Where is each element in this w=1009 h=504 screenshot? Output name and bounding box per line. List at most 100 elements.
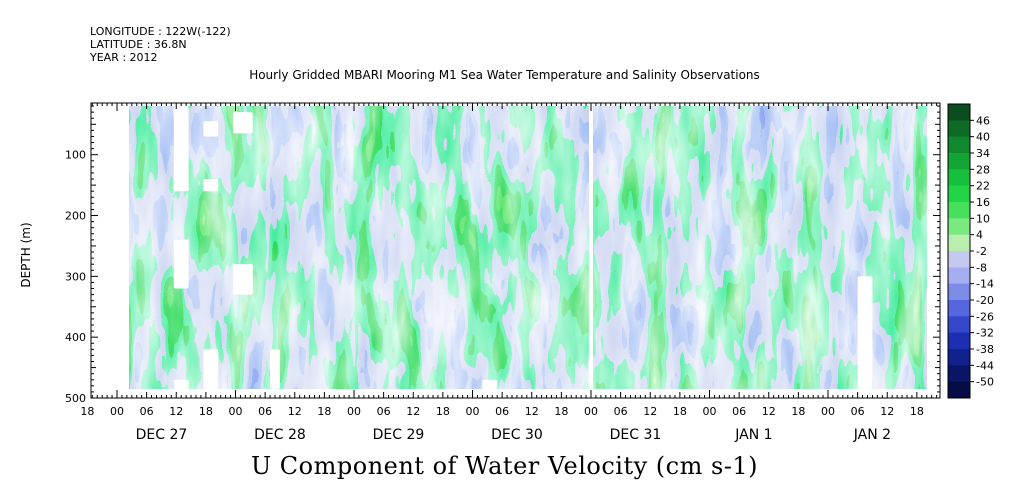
x-tick-label: 00: [584, 405, 598, 418]
x-tick-label: 06: [732, 405, 746, 418]
data-gap-2: [173, 239, 189, 289]
colorbar-swatch: [948, 283, 970, 301]
colorbar-swatch: [948, 316, 970, 334]
y-tick-label: 100: [65, 149, 86, 162]
longitude-label: LONGITUDE : 122W(-122): [90, 25, 231, 38]
data-gap-1: [173, 106, 189, 192]
data-gap-3: [173, 379, 189, 389]
x-tick-label: 18: [199, 405, 213, 418]
heatmap-segment-1: [129, 106, 589, 389]
data-gap-10: [482, 379, 498, 389]
day-label: JAN 1: [734, 427, 772, 443]
x-tick-label: 18: [791, 405, 805, 418]
day-label: DEC 28: [254, 427, 306, 443]
year-label: YEAR : 2012: [90, 51, 158, 64]
x-tick-label: 12: [525, 405, 539, 418]
colorbar-swatch: [948, 349, 970, 366]
x-tick-label: 18: [317, 405, 331, 418]
x-tick-label: 00: [703, 405, 717, 418]
x-tick-label: 06: [140, 405, 154, 418]
y-tick-label: 300: [65, 270, 86, 283]
x-tick-label: 06: [495, 405, 509, 418]
x-tick-label: 00: [229, 405, 243, 418]
x-tick-label: 12: [643, 405, 657, 418]
colorbar-swatch: [948, 381, 970, 399]
colorbar-label: -14: [976, 278, 994, 291]
latitude-label: LATITUDE : 36.8N: [90, 38, 187, 51]
colorbar-label: -32: [976, 327, 994, 340]
colorbar-swatch: [948, 267, 970, 285]
colorbar-label: 22: [976, 180, 990, 193]
colorbar-swatch: [948, 300, 970, 317]
data-gap-9: [270, 349, 280, 389]
plot-area: [91, 103, 940, 398]
colorbar-label: 4: [976, 229, 983, 242]
data-gap-5: [203, 179, 219, 192]
colorbar-swatch: [948, 234, 970, 252]
x-tick-label: 12: [880, 405, 894, 418]
colorbar-label: -8: [976, 261, 987, 274]
plot-frame: [90, 102, 941, 399]
colorbar-label: 34: [976, 147, 990, 160]
x-tick-label: 00: [110, 405, 124, 418]
day-label: DEC 30: [491, 427, 543, 443]
colorbar-label: 46: [976, 114, 990, 127]
day-label: DEC 27: [136, 427, 188, 443]
colorbar-swatch: [948, 136, 970, 154]
colorbar-swatch: [948, 120, 970, 138]
x-tick-label: 18: [80, 405, 94, 418]
chart-title: Hourly Gridded MBARI Mooring M1 Sea Wate…: [249, 68, 760, 82]
colorbar-label: 10: [976, 212, 990, 225]
heatmap-segment-2: [593, 106, 927, 389]
colorbar-label: -20: [976, 294, 994, 307]
day-label: DEC 31: [610, 427, 662, 443]
x-tick-label: 06: [614, 405, 628, 418]
x-tick-label: 18: [673, 405, 687, 418]
x-tick-label: 00: [347, 405, 361, 418]
colorbar-swatch: [948, 332, 970, 350]
day-label: JAN 2: [853, 427, 891, 443]
x-tick-label: 06: [377, 405, 391, 418]
colorbar-swatch: [948, 218, 970, 236]
x-tick-label: 18: [554, 405, 568, 418]
day-label: DEC 29: [373, 427, 425, 443]
colorbar-label: -26: [976, 310, 994, 323]
x-tick-label: 00: [466, 405, 480, 418]
colorbar-swatch: [948, 365, 970, 383]
x-tick-label: 12: [169, 405, 183, 418]
colorbar-label: -2: [976, 245, 987, 258]
colorbar-label: 40: [976, 131, 990, 144]
colorbar-swatch: [948, 104, 970, 121]
x-tick-label: 12: [406, 405, 420, 418]
colorbar-label: 28: [976, 163, 990, 176]
x-tick-label: 18: [436, 405, 450, 418]
colorbar-label: 16: [976, 196, 990, 209]
y-tick-label: 500: [65, 392, 86, 405]
colorbar-swatch: [948, 202, 970, 219]
colorbar-swatch: [948, 153, 970, 170]
colorbar-swatch: [948, 251, 970, 268]
data-gap-12: [860, 106, 870, 110]
x-tick-label: 18: [910, 405, 924, 418]
colorbar-swatch: [948, 185, 970, 203]
x-tick-label: 12: [288, 405, 302, 418]
y-tick-label: 200: [65, 210, 86, 223]
y-tick-label: 400: [65, 331, 86, 344]
x-tick-label: 06: [258, 405, 272, 418]
colorbar: 46 40 34 28 22 16 10 4 -2 -8 -14 -20 -26 -32 -38 -44 -50: [947, 103, 994, 399]
colorbar-label: -50: [976, 376, 994, 389]
data-gap-8: [233, 264, 253, 295]
x-tick-label: 12: [762, 405, 776, 418]
x-tick-label: 06: [851, 405, 865, 418]
colorbar-label: -44: [976, 359, 994, 372]
x-tick-label: 00: [821, 405, 835, 418]
data-gap-7: [233, 112, 253, 134]
colorbar-swatch: [948, 169, 970, 187]
data-gap-11: [857, 276, 873, 389]
colorbar-label: -38: [976, 343, 994, 356]
variable-title: U Component of Water Velocity (cm s-1): [250, 452, 759, 480]
data-gap-4: [203, 121, 219, 137]
data-gap-6: [203, 349, 219, 389]
